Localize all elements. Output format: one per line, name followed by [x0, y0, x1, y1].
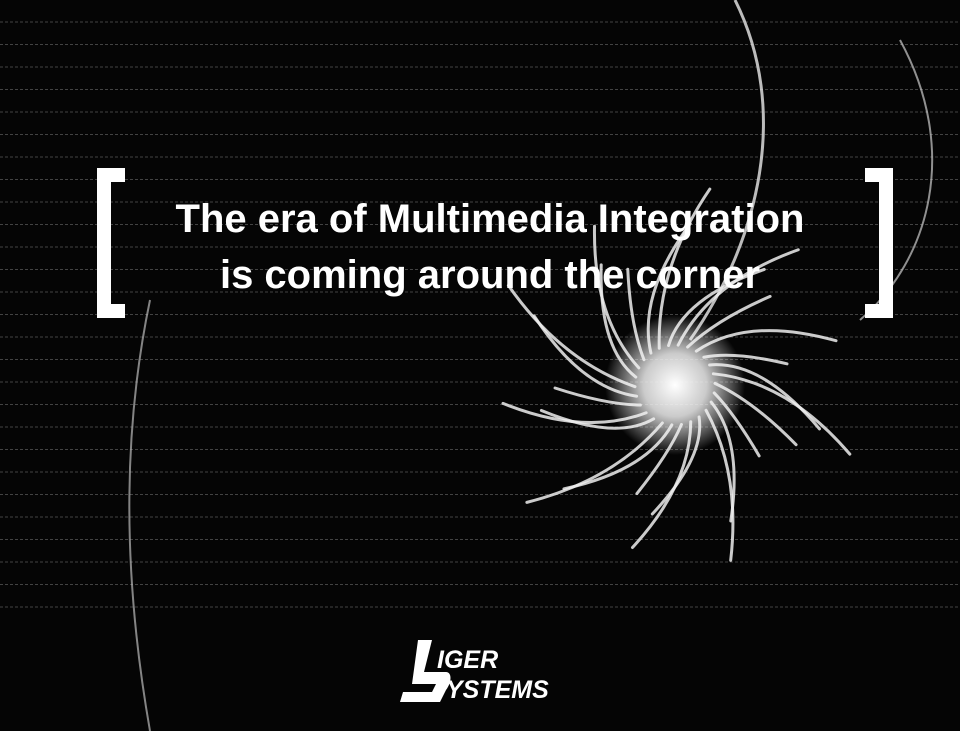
logo-text: IGER — [437, 646, 498, 674]
headline-line: is coming around the corner — [220, 253, 760, 297]
slide: The era of Multimedia Integration is com… — [0, 0, 960, 731]
background — [0, 0, 960, 731]
glow — [605, 315, 745, 455]
logo-text: YSTEMS — [446, 676, 549, 704]
headline-line: The era of Multimedia Integration — [176, 197, 805, 241]
